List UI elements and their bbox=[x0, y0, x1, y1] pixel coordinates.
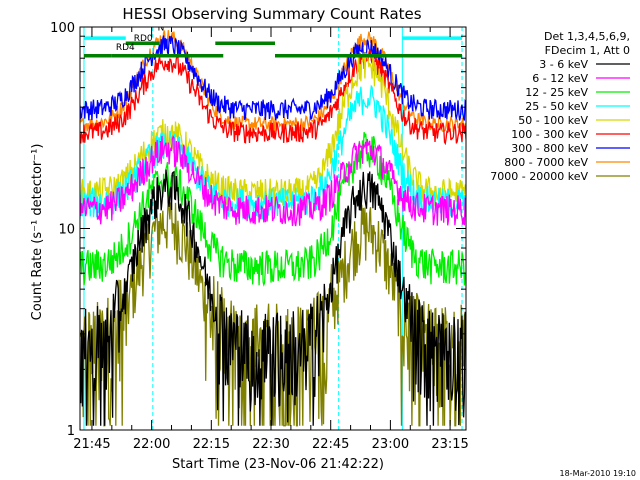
x-tick-label-4: 22:45 bbox=[312, 437, 349, 452]
x-tick-label-3: 22:30 bbox=[252, 437, 289, 452]
flag-annotation-1: RD0 bbox=[134, 34, 153, 44]
footer-timestamp: 18-Mar-2010 19:10 bbox=[560, 469, 637, 478]
legend-label-0: 3 - 6 keV bbox=[539, 58, 588, 71]
chart-title: HESSI Observing Summary Count Rates bbox=[122, 5, 421, 23]
legend-label-4: 50 - 100 keV bbox=[518, 114, 588, 127]
y-tick-label-2: 100 bbox=[50, 21, 75, 36]
axes: 21:45 22:00 22:15 22:30 22:45 23:00 23:15 1 10 10… bbox=[50, 21, 469, 452]
series-line-4 bbox=[80, 51, 466, 211]
legend: Det 1,3,4,5,6,9,FDecim 1, Att 03 - 6 keV… bbox=[490, 30, 630, 183]
legend-label-3: 25 - 50 keV bbox=[525, 100, 588, 113]
y-axis-label: Count Rate (s⁻¹ detector⁻¹) bbox=[30, 144, 45, 321]
series-line-6 bbox=[80, 34, 466, 121]
flag-annotation-2: RD4 bbox=[116, 43, 135, 53]
legend-label-7: 800 - 7000 keV bbox=[504, 156, 588, 169]
x-tick-label-5: 23:00 bbox=[372, 437, 409, 452]
x-tick-label-6: 23:15 bbox=[431, 437, 468, 452]
y-tick-label-1: 10 bbox=[58, 223, 75, 238]
legend-label-5: 100 - 300 keV bbox=[511, 128, 588, 141]
y-tick-label-0: 1 bbox=[67, 424, 75, 439]
x-tick-label-0: 21:45 bbox=[73, 437, 110, 452]
legend-label-2: 12 - 25 keV bbox=[525, 86, 588, 99]
x-tick-label-1: 22:00 bbox=[133, 437, 170, 452]
series-line-5 bbox=[80, 49, 466, 146]
legend-label-1: 6 - 12 keV bbox=[532, 72, 588, 85]
flag-annotation-0: N bbox=[158, 24, 165, 34]
x-tick-label-2: 22:15 bbox=[193, 437, 230, 452]
legend-header-1: FDecim 1, Att 0 bbox=[545, 44, 630, 57]
legend-label-8: 7000 - 20000 keV bbox=[490, 170, 588, 183]
legend-header-0: Det 1,3,4,5,6,9, bbox=[544, 30, 630, 43]
series-line-3 bbox=[80, 84, 466, 220]
series-line-1 bbox=[80, 134, 466, 227]
series-line-0 bbox=[80, 169, 466, 426]
legend-label-6: 300 - 800 keV bbox=[511, 142, 588, 155]
x-axis-label: Start Time (23-Nov-06 21:42:22) bbox=[172, 457, 384, 472]
series-line-8 bbox=[80, 194, 466, 427]
